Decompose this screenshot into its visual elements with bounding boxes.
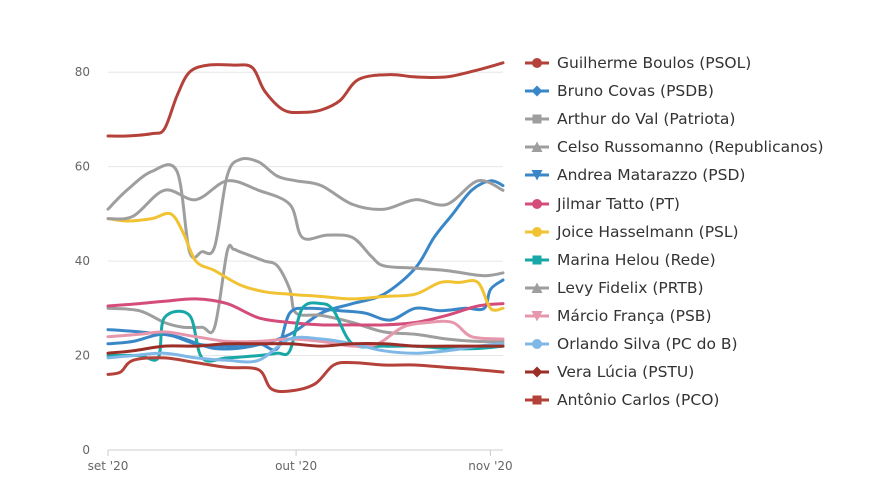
legend-item-orlando-silva-pc-do-b[interactable]: Orlando Silva (PC do B): [525, 330, 865, 358]
y-axis: 0 20 40 60 80: [75, 65, 90, 457]
series-line-jilmar-tatto-pt[interactable]: [106, 297, 505, 327]
legend-item-celso-russomanno-republicanos[interactable]: Celso Russomanno (Republicanos): [525, 133, 865, 161]
series-lines: [106, 61, 505, 394]
legend-item-marcio-franca-psb[interactable]: Márcio França (PSB): [525, 302, 865, 330]
circle-marker-icon: [525, 338, 549, 349]
y-tick-label: 40: [75, 254, 90, 268]
diamond-marker-icon: [525, 85, 549, 97]
legend-label: Jilmar Tatto (PT): [557, 194, 680, 213]
series-line-celso-russomanno-republicanos[interactable]: [106, 157, 505, 260]
triangle-marker-icon: [525, 282, 549, 293]
legend-label: Guilherme Boulos (PSOL): [557, 54, 752, 73]
legend-label: Vera Lúcia (PSTU): [557, 363, 695, 382]
triangle-marker-icon: [525, 141, 549, 153]
y-tick-label: 20: [75, 349, 90, 363]
y-tick-label: 60: [75, 160, 90, 174]
x-tick-label: nov '20: [468, 459, 512, 473]
legend-item-bruno-covas-psdb[interactable]: Bruno Covas (PSDB): [525, 77, 865, 105]
circle-marker-icon: [525, 58, 549, 69]
series-line-levy-fidelix-prtb[interactable]: [106, 179, 505, 278]
legend-label: Orlando Silva (PC do B): [557, 334, 738, 353]
square-marker-icon: [525, 255, 549, 265]
legend-label: Andrea Matarazzo (PSD): [557, 166, 746, 185]
legend-item-levy-fidelix-prtb[interactable]: Levy Fidelix (PRTB): [525, 274, 865, 302]
legend-item-guilherme-boulos-psol[interactable]: Guilherme Boulos (PSOL): [525, 49, 865, 77]
x-axis: set '20 out '20 nov '20: [88, 449, 513, 473]
series-line-guilherme-boulos-psol[interactable]: [106, 61, 505, 138]
y-tick-label: 80: [75, 65, 90, 79]
legend: Guilherme Boulos (PSOL) Bruno Covas (PSDB…: [525, 49, 865, 414]
legend-label: Márcio França (PSB): [557, 306, 712, 325]
legend-item-arthur-do-val-patriota[interactable]: Arthur do Val (Patriota): [525, 105, 865, 133]
circle-marker-icon: [525, 198, 549, 209]
legend-item-jilmar-tatto-pt[interactable]: Jilmar Tatto (PT): [525, 189, 865, 217]
diamond-marker-icon: [525, 366, 549, 378]
triangle-down-marker-icon: [525, 310, 549, 322]
x-tick-label: set '20: [88, 459, 129, 473]
x-tick-label: out '20: [275, 459, 317, 473]
series-line-joice-hasselmann-psl[interactable]: [106, 211, 505, 312]
square-marker-icon: [525, 395, 549, 405]
legend-label: Antônio Carlos (PCO): [557, 391, 720, 410]
legend-label: Arthur do Val (Patriota): [557, 110, 736, 129]
series-line-antonio-carlos-pco[interactable]: [106, 356, 505, 394]
legend-label: Marina Helou (Rede): [557, 250, 716, 269]
legend-label: Bruno Covas (PSDB): [557, 82, 714, 101]
triangle-down-marker-icon: [525, 170, 549, 181]
legend-item-antonio-carlos-pco[interactable]: Antônio Carlos (PCO): [525, 386, 865, 414]
series-line-marcio-franca-psb[interactable]: [106, 319, 505, 348]
legend-label: Joice Hasselmann (PSL): [557, 222, 739, 241]
legend-label: Celso Russomanno (Republicanos): [557, 138, 824, 157]
circle-marker-icon: [525, 226, 549, 237]
series-line-arthur-do-val-patriota[interactable]: [106, 243, 505, 344]
y-tick-label: 0: [82, 443, 90, 457]
square-marker-icon: [525, 114, 549, 124]
legend-item-joice-hasselmann-psl[interactable]: Joice Hasselmann (PSL): [525, 218, 865, 246]
legend-item-marina-helou-rede[interactable]: Marina Helou (Rede): [525, 246, 865, 274]
legend-label: Levy Fidelix (PRTB): [557, 278, 704, 297]
legend-item-vera-lucia-pstu[interactable]: Vera Lúcia (PSTU): [525, 358, 865, 386]
series-line-vera-lucia-pstu[interactable]: [106, 342, 505, 355]
series-line-orlando-silva-pc-do-b[interactable]: [106, 335, 505, 364]
legend-item-andrea-matarazzo-psd[interactable]: Andrea Matarazzo (PSD): [525, 161, 865, 189]
gridlines: [108, 71, 503, 451]
